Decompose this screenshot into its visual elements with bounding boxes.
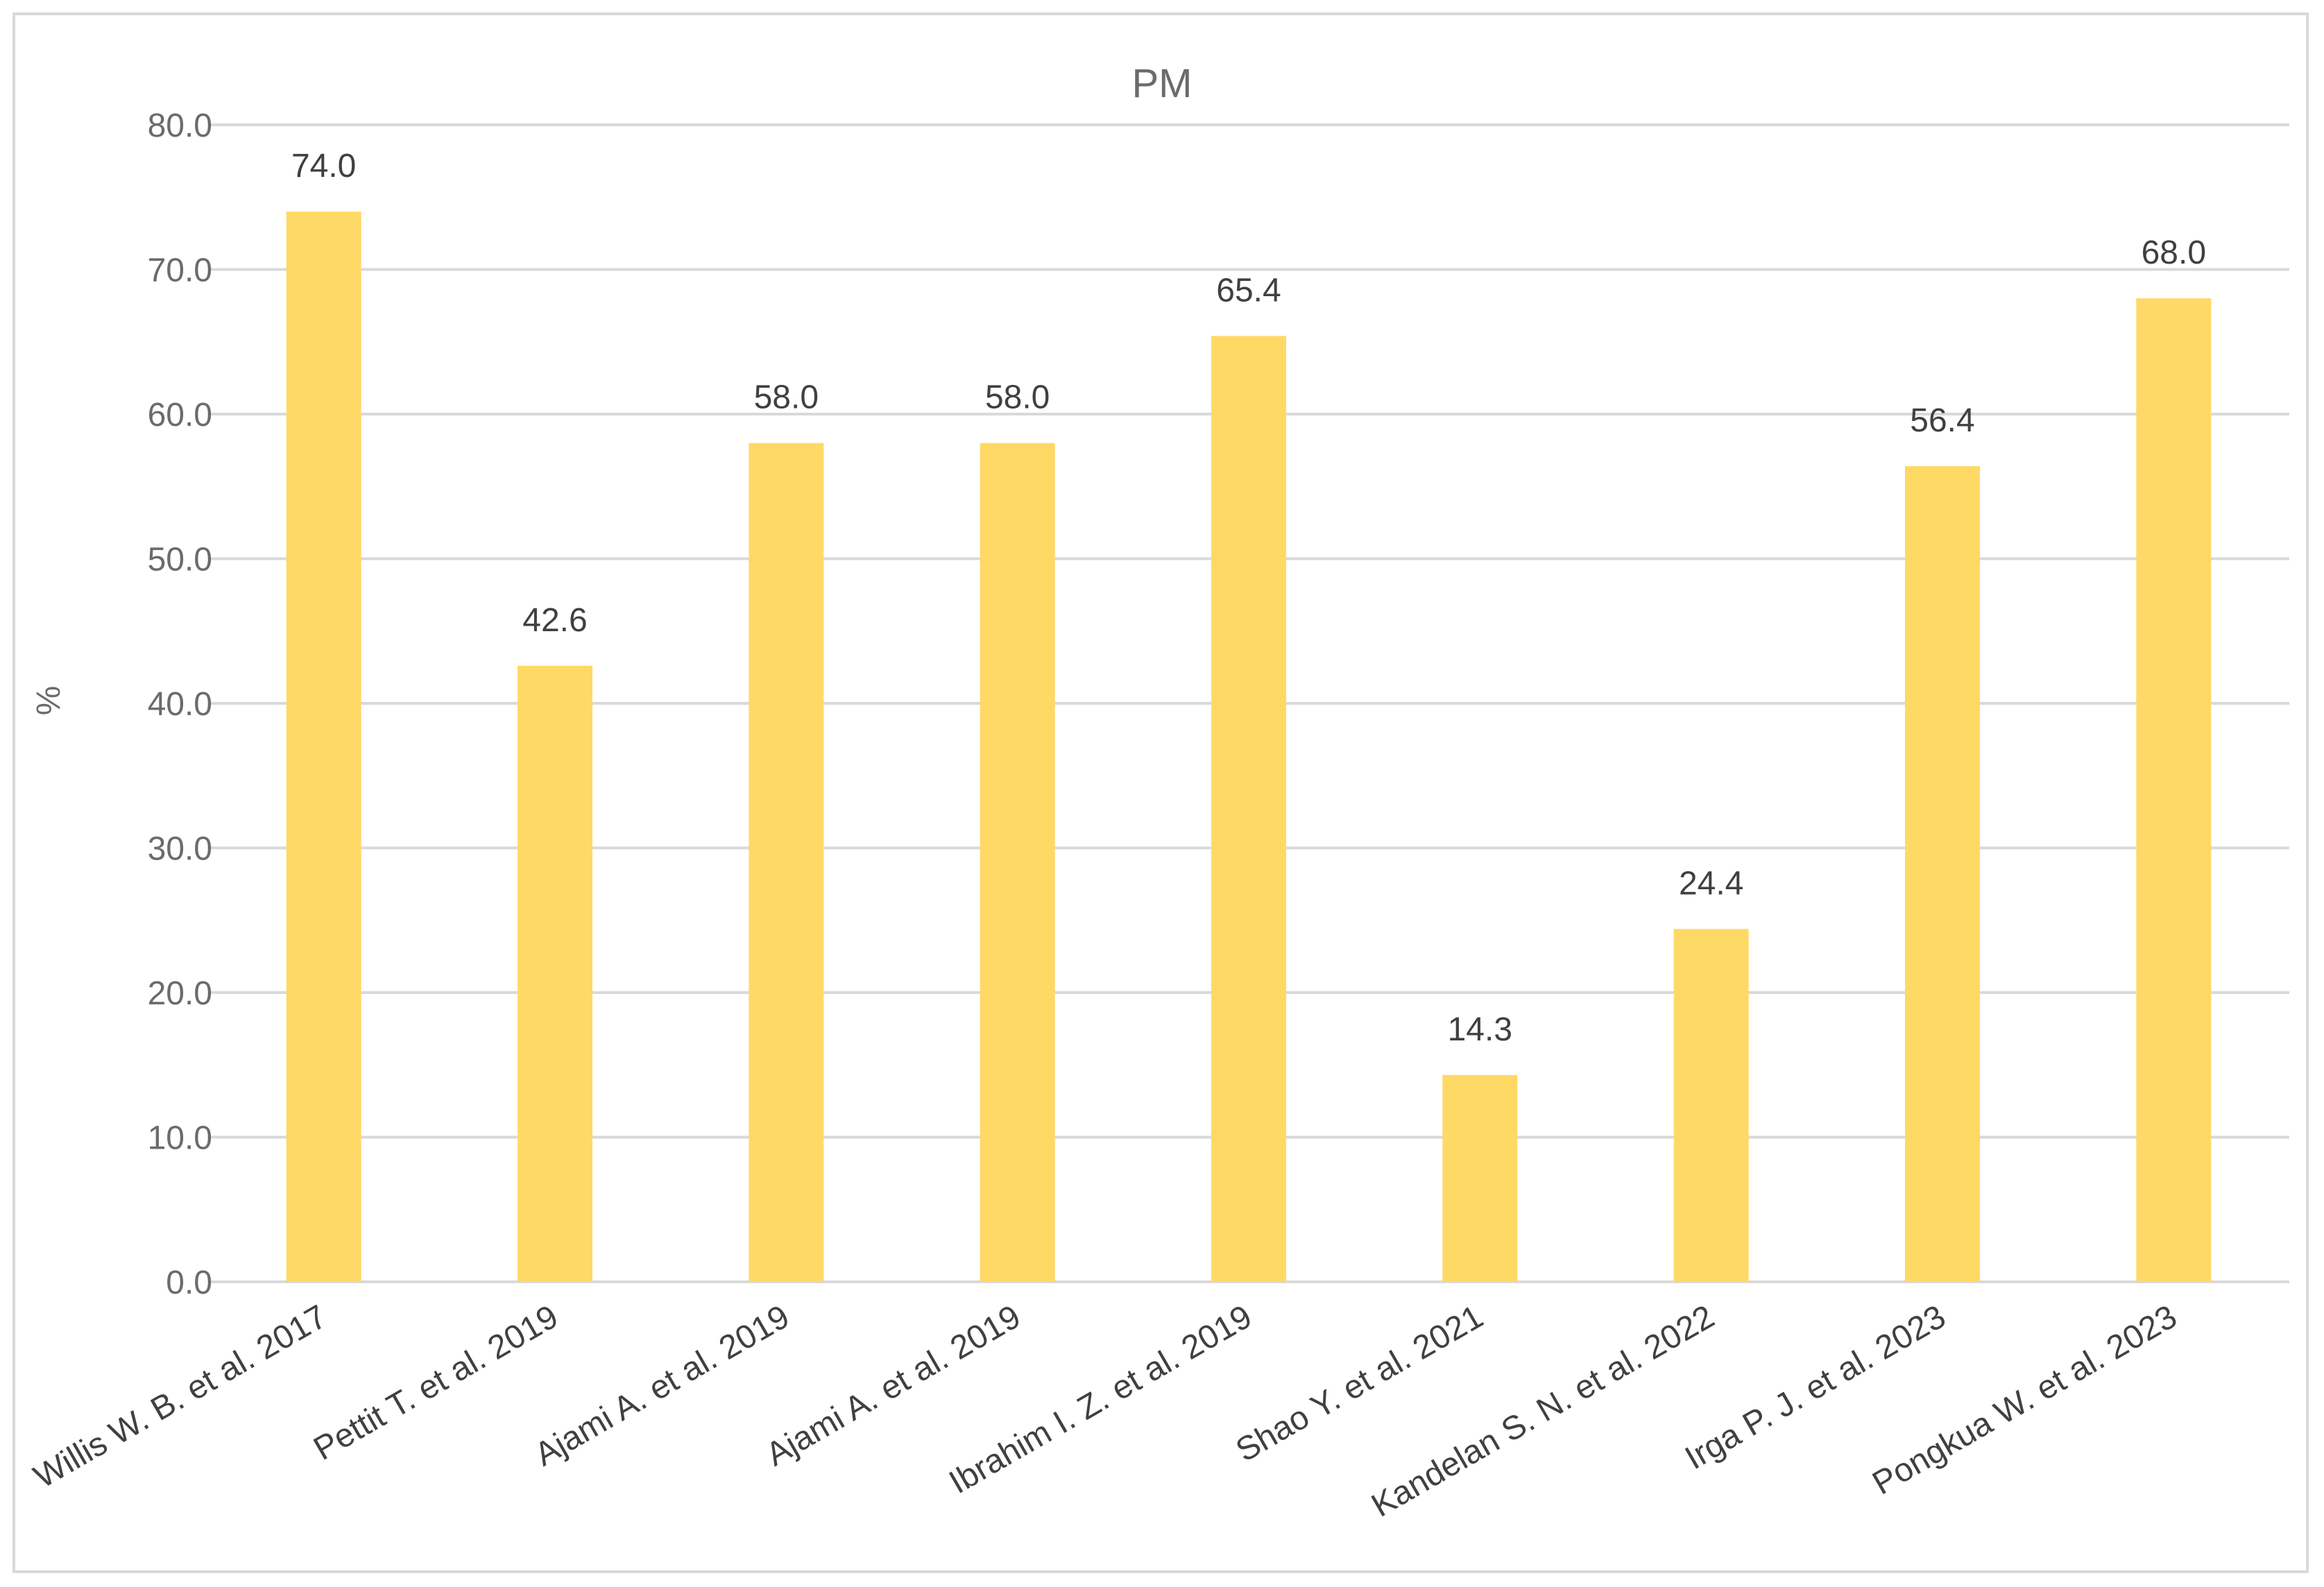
x-tick-label: Pettit T. et al. 2019 — [307, 1298, 564, 1468]
data-label: 24.4 — [1679, 865, 1743, 902]
bar — [1673, 929, 1749, 1282]
x-tick-label: Willis W. B. et al. 2017 — [28, 1298, 333, 1496]
bar — [749, 443, 824, 1283]
chart-title: PM — [1132, 61, 1193, 106]
y-tick-label: 50.0 — [148, 542, 212, 578]
x-tick-label: Ajami A. et al. 2019 — [529, 1298, 796, 1474]
data-labels: 74.0 42.6 58.0 58.0 65.4 14.3 24.4 56.4 68.0 — [291, 148, 2206, 1048]
bar — [518, 665, 592, 1282]
data-label: 14.3 — [1448, 1011, 1512, 1048]
bar — [286, 212, 361, 1283]
data-label: 56.4 — [1910, 402, 1974, 439]
data-label: 68.0 — [2142, 234, 2206, 271]
y-tick-label: 30.0 — [148, 831, 212, 868]
data-label: 58.0 — [754, 379, 819, 416]
y-tick-label: 20.0 — [148, 975, 212, 1012]
bars — [286, 212, 2212, 1283]
y-axis-ticks: 0.0 10.0 20.0 30.0 40.0 50.0 60.0 70.0 80.0 — [148, 108, 212, 1301]
y-tick-label: 60.0 — [148, 397, 212, 434]
y-tick-label: 0.0 — [166, 1264, 212, 1301]
bar — [1211, 336, 1286, 1282]
data-label: 65.4 — [1216, 272, 1281, 309]
bar — [980, 443, 1055, 1283]
y-axis-label: % — [31, 686, 67, 716]
bar — [1905, 466, 1980, 1282]
data-label: 58.0 — [985, 379, 1050, 416]
y-tick-label: 40.0 — [148, 686, 212, 723]
y-tick-label: 10.0 — [148, 1120, 212, 1157]
bar — [1442, 1074, 1518, 1282]
data-label: 74.0 — [291, 148, 356, 185]
y-tick-label: 70.0 — [148, 252, 212, 289]
data-label: 42.6 — [522, 602, 587, 639]
y-tick-label: 80.0 — [148, 108, 212, 144]
bar — [2136, 298, 2212, 1283]
